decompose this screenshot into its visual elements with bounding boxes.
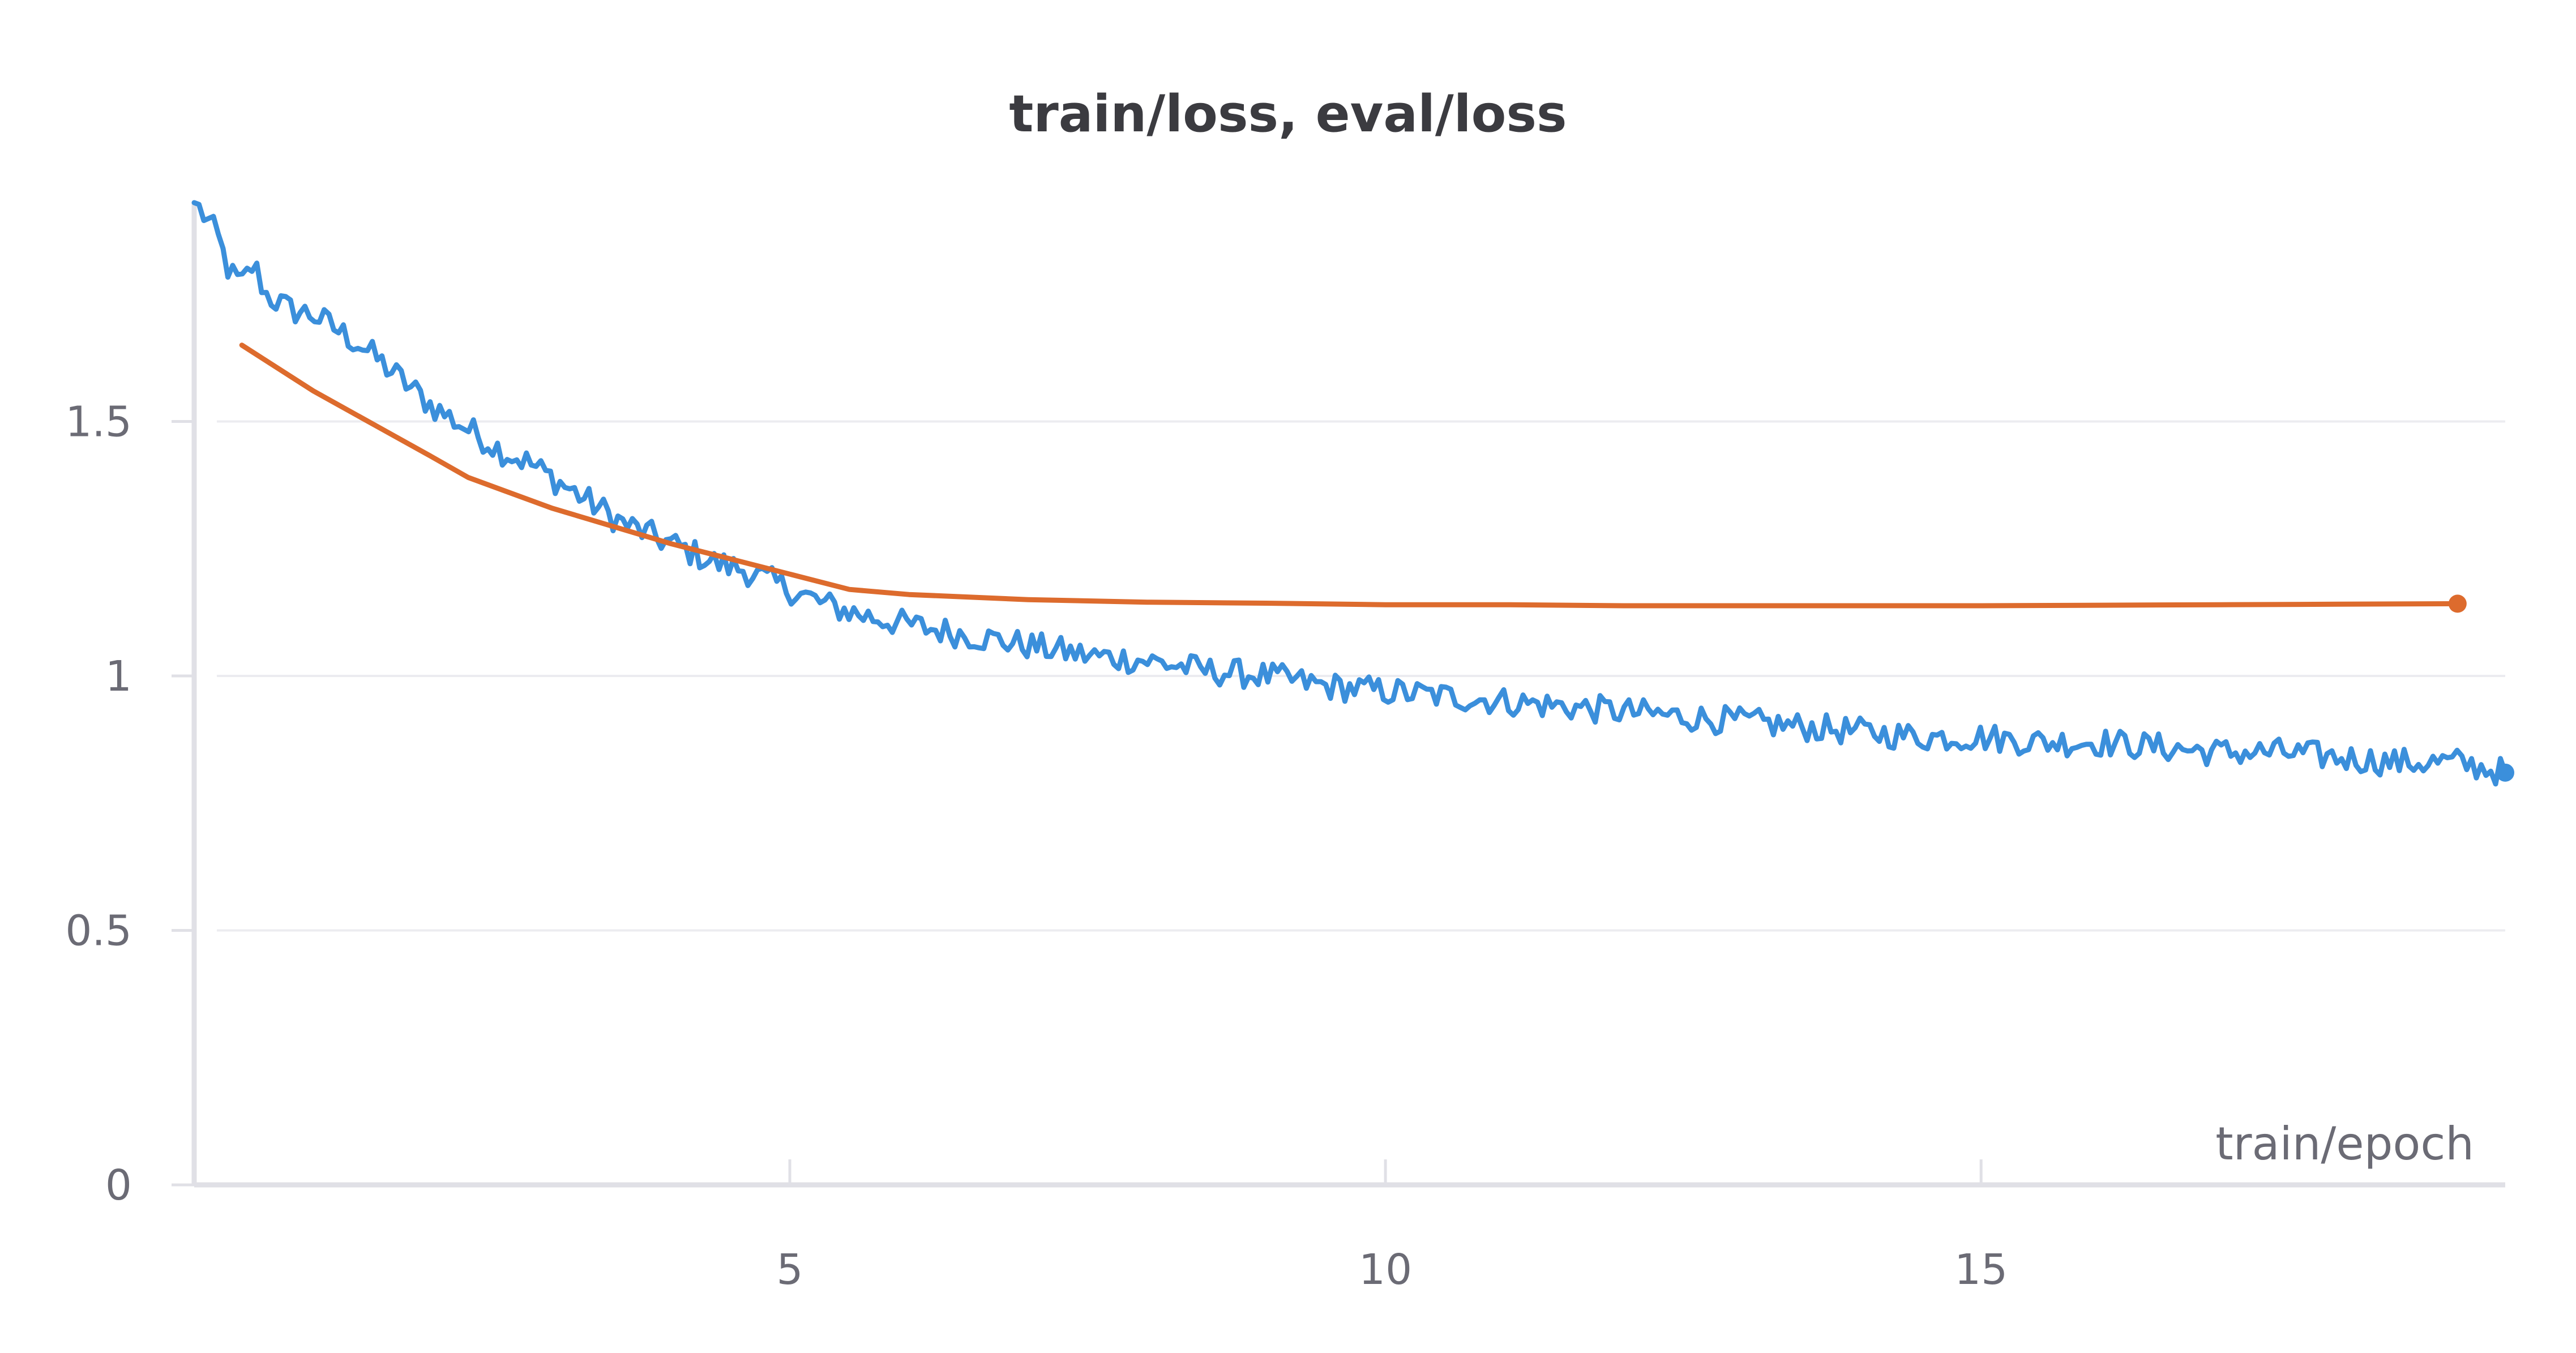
grid-lines (217, 420, 2505, 932)
x-tick-label: 5 (777, 1245, 803, 1294)
y-tick-label: 0 (105, 1161, 132, 1210)
x-axis-label: train/epoch (2215, 1117, 2474, 1170)
train-loss-endpoint (2496, 763, 2514, 782)
series-lines (191, 200, 2514, 787)
y-tick-label: 1 (105, 652, 132, 701)
x-tick-label: 15 (1954, 1245, 2008, 1294)
y-tick-label: 1.5 (65, 398, 132, 447)
eval-loss-endpoint (2448, 594, 2467, 613)
tick-labels: 0 0.5 1 1.5 5 10 15 (65, 398, 2008, 1294)
axes (172, 203, 2505, 1188)
eval-loss-line (239, 342, 2461, 609)
y-tick-label: 0.5 (65, 907, 132, 956)
train-loss-line (191, 200, 2508, 787)
chart-title: train/loss, eval/loss (1009, 84, 1567, 144)
x-tick-label: 10 (1359, 1245, 1412, 1294)
